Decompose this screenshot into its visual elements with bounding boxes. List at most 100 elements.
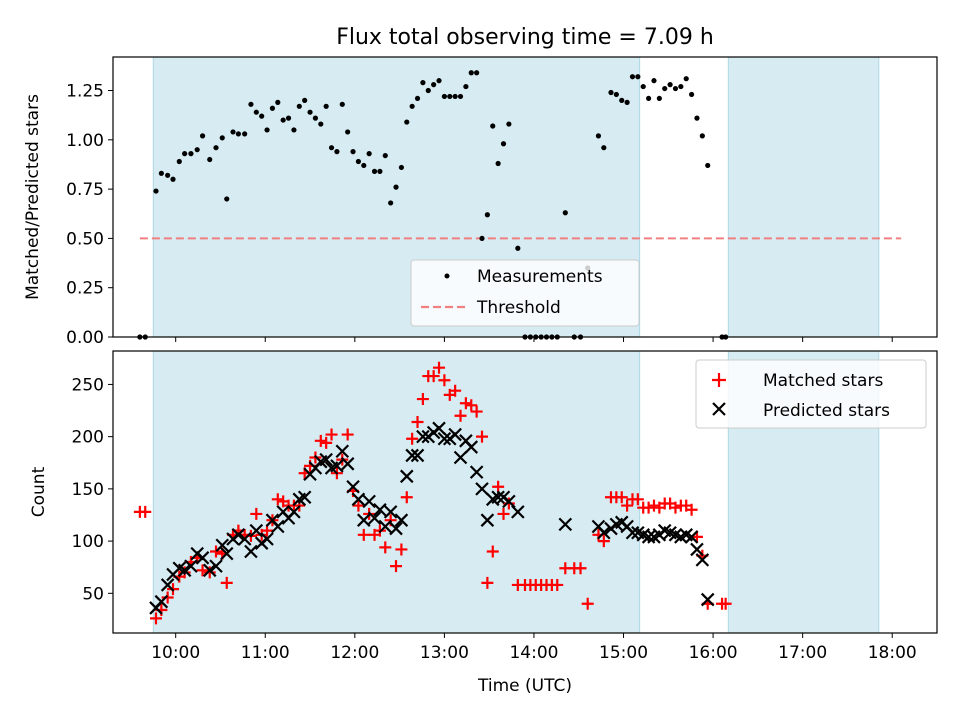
measurement-point — [345, 129, 351, 135]
predicted-star-point — [357, 513, 371, 527]
measurement-point — [235, 131, 241, 137]
measurement-point — [296, 103, 302, 109]
matched-star-point — [411, 416, 424, 429]
measurement-point — [683, 76, 689, 82]
measurement-point — [595, 133, 602, 139]
measurement-point — [280, 117, 286, 123]
measurement-point — [624, 99, 630, 105]
matched-star-point — [357, 528, 370, 541]
measurement-point — [629, 74, 636, 80]
matched-star-point — [210, 545, 222, 558]
predicted-star-point — [260, 532, 274, 546]
predicted-star-point — [700, 592, 715, 607]
measurement-point — [224, 196, 230, 202]
measurement-point — [194, 147, 200, 153]
measurement-point — [613, 91, 619, 98]
y-tick-label: 0.50 — [66, 229, 104, 249]
measurement-point — [619, 97, 625, 103]
predicted-star-point — [195, 551, 210, 565]
legend-matched-marker — [712, 373, 726, 387]
matched-star-point — [320, 436, 333, 449]
predicted-star-point — [346, 480, 360, 494]
measurement-point — [515, 245, 521, 251]
measurement-point — [667, 82, 673, 88]
matched-star-point — [470, 405, 483, 418]
predicted-star-point — [378, 519, 393, 534]
measurement-point — [694, 115, 700, 121]
matched-star-point — [719, 597, 732, 610]
measurement-point — [312, 115, 319, 121]
measurement-point — [275, 99, 281, 105]
predicted-star-point — [271, 519, 285, 534]
measurement-point — [285, 115, 292, 121]
matched-star-point — [390, 560, 403, 573]
matched-star-point — [631, 493, 644, 506]
measurement-point — [361, 162, 367, 169]
matched-star-point — [325, 428, 338, 441]
matched-star-point — [406, 432, 419, 445]
measurement-point — [291, 127, 297, 133]
measurement-point — [490, 123, 496, 129]
predicted-star-point — [215, 538, 230, 553]
matched-star-point — [459, 397, 472, 410]
x-tick-label: 12:00 — [330, 643, 379, 663]
predicted-star-points — [149, 421, 715, 615]
measurement-point — [334, 149, 340, 155]
y-tick-label: 0.00 — [66, 328, 104, 348]
measurement-point — [640, 83, 646, 90]
predicted-star-point — [641, 530, 656, 544]
predicted-star-point — [351, 492, 366, 507]
matched-star-point — [427, 370, 440, 383]
count-legend-box — [695, 359, 927, 429]
matched-star-point — [395, 543, 408, 556]
count-panel-frame — [112, 350, 938, 634]
measurement-point — [350, 149, 356, 155]
count-panel-y-label: Count — [29, 466, 49, 517]
predicted-star-point — [184, 559, 198, 573]
measurement-point — [452, 93, 458, 100]
matched-star-point — [139, 505, 152, 518]
ratio-legend-box — [410, 259, 640, 327]
measurement-point — [484, 212, 490, 218]
y-tick-label: 200 — [72, 428, 104, 448]
x-tick-label: 11:00 — [241, 643, 290, 663]
matched-star-point — [203, 566, 216, 579]
legend-threshold-label: Threshold — [476, 298, 561, 318]
measurement-point — [500, 141, 507, 147]
predicted-star-point — [383, 505, 398, 519]
matched-star-point — [449, 384, 462, 397]
matched-star-point — [438, 374, 451, 387]
predicted-star-point — [367, 511, 382, 525]
x-tick-label: 18:00 — [868, 643, 917, 663]
measurement-point — [213, 145, 219, 151]
measurement-point — [339, 101, 345, 107]
measurement-point — [688, 91, 695, 98]
matched-star-point — [220, 576, 233, 589]
x-tick-label: 10:00 — [151, 643, 200, 663]
predicted-star-point — [491, 490, 505, 504]
measurement-point — [495, 160, 501, 167]
measurement-point — [699, 133, 705, 139]
measurement-point — [259, 113, 265, 119]
predicted-star-point — [209, 559, 223, 573]
measurement-point — [393, 184, 399, 190]
predicted-star-point — [287, 505, 301, 519]
predicted-star-point — [231, 528, 246, 542]
measurement-point — [447, 93, 453, 100]
matched-star-point — [379, 541, 392, 554]
predicted-star-point — [410, 448, 425, 463]
measurement-point — [672, 85, 679, 92]
matched-star-point — [476, 430, 489, 443]
measurement-point — [323, 103, 329, 109]
measurement-point — [431, 82, 437, 88]
predicted-star-point — [244, 544, 258, 559]
ratio-panel-y-label: Matched/Predicted stars — [23, 94, 43, 300]
ratio-panel: 0.00 0.25 0.50 0.75 1.00 1.25 Matched/Predict… — [23, 56, 938, 348]
count-panel-x-ticks: 10:00 11:00 12:00 13:00 14:00 15:00 16:00 17:00… — [151, 633, 917, 663]
measurement-point — [678, 83, 684, 90]
measurement-point — [474, 70, 480, 76]
y-tick-label: 1.25 — [66, 82, 104, 102]
predicted-star-point — [453, 450, 468, 465]
matched-star-point — [551, 578, 564, 591]
predicted-star-point — [416, 429, 430, 444]
